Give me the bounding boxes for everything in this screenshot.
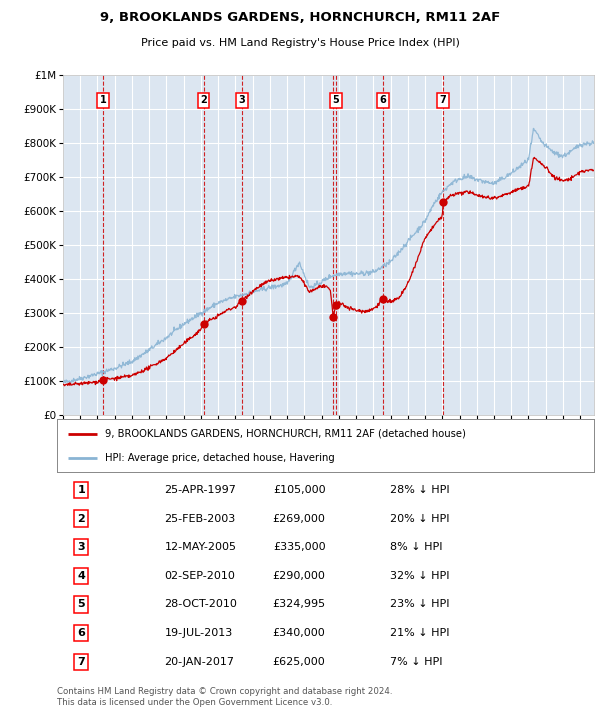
Text: 1: 1	[77, 485, 85, 495]
Text: 02-SEP-2010: 02-SEP-2010	[164, 571, 235, 581]
Text: 4: 4	[77, 571, 85, 581]
Text: £269,000: £269,000	[272, 513, 325, 523]
Text: £105,000: £105,000	[273, 485, 325, 495]
Text: HPI: Average price, detached house, Havering: HPI: Average price, detached house, Have…	[106, 453, 335, 464]
Text: 9, BROOKLANDS GARDENS, HORNCHURCH, RM11 2AF: 9, BROOKLANDS GARDENS, HORNCHURCH, RM11 …	[100, 11, 500, 23]
Text: 3: 3	[77, 542, 85, 552]
Text: 7: 7	[440, 95, 446, 105]
Text: Contains HM Land Registry data © Crown copyright and database right 2024.
This d: Contains HM Land Registry data © Crown c…	[57, 687, 392, 706]
Text: Price paid vs. HM Land Registry's House Price Index (HPI): Price paid vs. HM Land Registry's House …	[140, 38, 460, 48]
Text: 25-APR-1997: 25-APR-1997	[164, 485, 236, 495]
Text: 19-JUL-2013: 19-JUL-2013	[164, 628, 233, 638]
Text: £335,000: £335,000	[273, 542, 325, 552]
Text: 6: 6	[379, 95, 386, 105]
Text: 7: 7	[77, 657, 85, 667]
Text: £625,000: £625,000	[273, 657, 325, 667]
Text: 5: 5	[332, 95, 339, 105]
Text: 3: 3	[238, 95, 245, 105]
Text: 28-OCT-2010: 28-OCT-2010	[164, 599, 237, 609]
Text: £340,000: £340,000	[273, 628, 325, 638]
Text: £290,000: £290,000	[272, 571, 325, 581]
Text: 2: 2	[77, 513, 85, 523]
Text: £324,995: £324,995	[272, 599, 325, 609]
Text: 23% ↓ HPI: 23% ↓ HPI	[390, 599, 449, 609]
Text: 2: 2	[200, 95, 207, 105]
Text: 12-MAY-2005: 12-MAY-2005	[164, 542, 236, 552]
Text: 7% ↓ HPI: 7% ↓ HPI	[390, 657, 442, 667]
Text: 28% ↓ HPI: 28% ↓ HPI	[390, 485, 449, 495]
Text: 25-FEB-2003: 25-FEB-2003	[164, 513, 236, 523]
Text: 8% ↓ HPI: 8% ↓ HPI	[390, 542, 442, 552]
Text: 20% ↓ HPI: 20% ↓ HPI	[390, 513, 449, 523]
Text: 1: 1	[100, 95, 106, 105]
Text: 32% ↓ HPI: 32% ↓ HPI	[390, 571, 449, 581]
Text: 20-JAN-2017: 20-JAN-2017	[164, 657, 235, 667]
Text: 21% ↓ HPI: 21% ↓ HPI	[390, 628, 449, 638]
Text: 6: 6	[77, 628, 85, 638]
Text: 9, BROOKLANDS GARDENS, HORNCHURCH, RM11 2AF (detached house): 9, BROOKLANDS GARDENS, HORNCHURCH, RM11 …	[106, 429, 466, 439]
Text: 5: 5	[77, 599, 85, 609]
